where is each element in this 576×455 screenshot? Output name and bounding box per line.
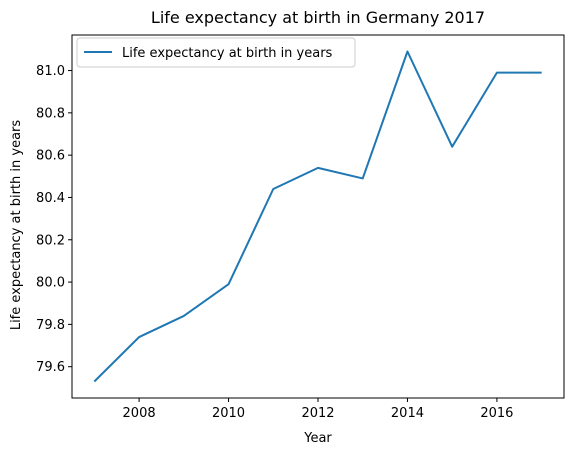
- x-tick-label: 2014: [391, 406, 424, 421]
- y-tick-label: 80.6: [36, 149, 65, 164]
- series-line: [93, 50, 542, 383]
- y-tick-label: 80.8: [36, 106, 65, 121]
- plot-area: 2008 2010 2012 2014 2016 79.6 79.8 80.0 80.2 80.4…: [36, 34, 565, 421]
- y-axis-label: Life expectancy at birth in years: [9, 120, 24, 331]
- y-tick-label: 81.0: [36, 64, 65, 79]
- y-tick-label: 79.6: [36, 360, 65, 375]
- x-tick-label: 2012: [301, 406, 334, 421]
- x-tick-label: 2008: [123, 406, 156, 421]
- y-tick-label: 80.2: [36, 233, 65, 248]
- y-tick-label: 79.8: [36, 318, 65, 333]
- chart-title: Life expectancy at birth in Germany 2017: [151, 8, 485, 27]
- legend: Life expectancy at birth in years: [76, 37, 356, 68]
- x-tick-label: 2010: [212, 406, 245, 421]
- x-axis-label: Year: [303, 431, 332, 446]
- y-tick-label: 80.0: [36, 276, 65, 291]
- axes-frame: [71, 34, 565, 399]
- legend-label: Life expectancy at birth in years: [122, 46, 333, 61]
- y-tick-label: 80.4: [36, 191, 65, 206]
- x-tick-label: 2016: [480, 406, 513, 421]
- legend-box: [76, 37, 356, 68]
